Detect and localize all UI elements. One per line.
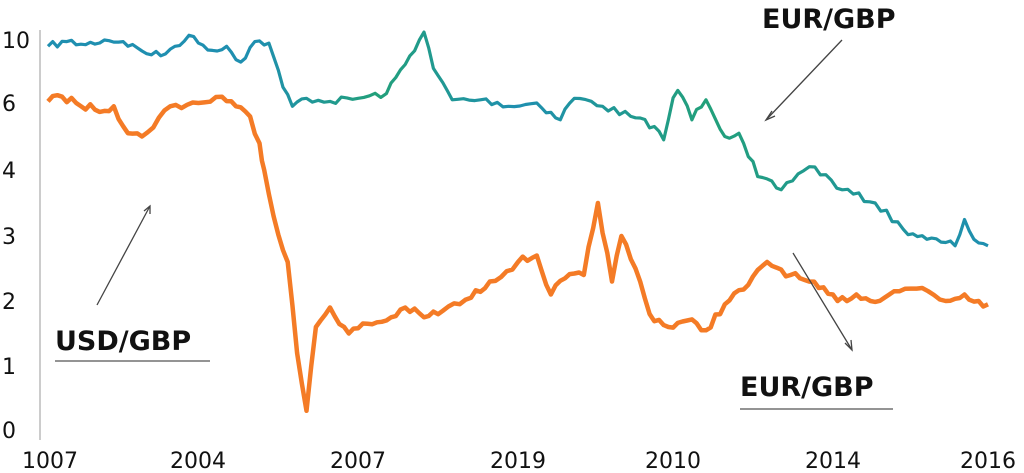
x-tick-label: 2019: [490, 449, 546, 473]
x-tick-label: 2014: [805, 449, 861, 473]
y-tick-label: 1: [2, 355, 16, 380]
series-upper-line: [46, 30, 989, 248]
left-label-arrowhead: [143, 204, 151, 214]
bottom-label-arrowhead: [844, 339, 853, 352]
y-tick-label: 6: [2, 92, 16, 117]
y-tick-label: 10: [2, 29, 30, 54]
top-label-arrowhead: [764, 110, 776, 122]
y-tick-labels: 0 1 2 3 4 6 10: [2, 29, 30, 444]
left-label-arrow: [96, 205, 151, 306]
y-tick-label: 4: [2, 159, 16, 184]
x-tick-label: 2010: [645, 449, 701, 473]
top-series-label: EUR/GBP: [762, 4, 896, 35]
x-tick-label: 1007: [22, 449, 78, 473]
x-tick-label: 2004: [170, 449, 226, 473]
series-lower-line: [46, 92, 989, 414]
left-series-label: USD/GBP: [55, 326, 191, 357]
x-tick-label: 2007: [330, 449, 386, 473]
y-tick-label: 2: [2, 290, 16, 315]
y-tick-label: 0: [2, 419, 16, 444]
x-tick-label: 2016: [960, 449, 1016, 473]
top-label-arrow: [765, 39, 843, 121]
bottom-series-label: EUR/GBP: [740, 372, 874, 403]
bottom-label-arrow: [792, 252, 853, 351]
y-tick-label: 3: [2, 225, 16, 250]
x-tick-labels: 1007 2004 2007 2019 2010 2014 2016: [22, 449, 1016, 473]
